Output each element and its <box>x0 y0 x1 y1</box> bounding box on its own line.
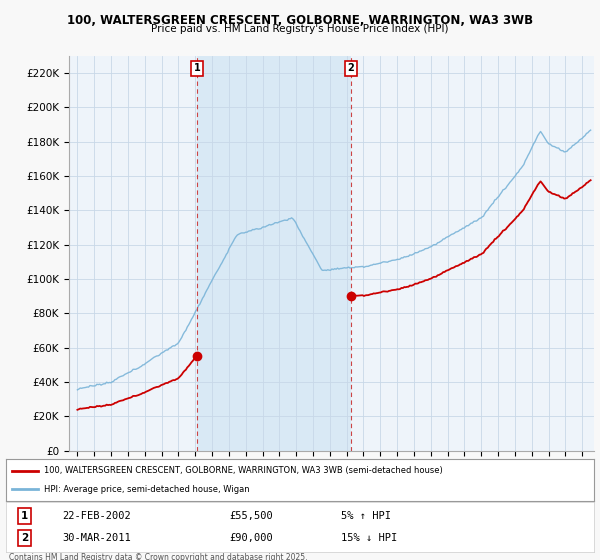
Text: 22-FEB-2002: 22-FEB-2002 <box>62 511 131 521</box>
Text: 1: 1 <box>21 511 28 521</box>
Text: 15% ↓ HPI: 15% ↓ HPI <box>341 533 397 543</box>
Text: 2: 2 <box>21 533 28 543</box>
Text: 1: 1 <box>194 63 200 73</box>
Text: 5% ↑ HPI: 5% ↑ HPI <box>341 511 391 521</box>
Text: £55,500: £55,500 <box>229 511 273 521</box>
Bar <box>197 56 351 451</box>
Text: HPI: Average price, semi-detached house, Wigan: HPI: Average price, semi-detached house,… <box>44 485 250 494</box>
Text: Price paid vs. HM Land Registry's House Price Index (HPI): Price paid vs. HM Land Registry's House … <box>151 24 449 34</box>
Text: Contains HM Land Registry data © Crown copyright and database right 2025.
This d: Contains HM Land Registry data © Crown c… <box>9 553 308 560</box>
Text: 100, WALTERSGREEN CRESCENT, GOLBORNE, WARRINGTON, WA3 3WB: 100, WALTERSGREEN CRESCENT, GOLBORNE, WA… <box>67 14 533 27</box>
Text: 30-MAR-2011: 30-MAR-2011 <box>62 533 131 543</box>
Text: 100, WALTERSGREEN CRESCENT, GOLBORNE, WARRINGTON, WA3 3WB (semi-detached house): 100, WALTERSGREEN CRESCENT, GOLBORNE, WA… <box>44 466 443 475</box>
Text: 2: 2 <box>347 63 354 73</box>
Text: £90,000: £90,000 <box>229 533 273 543</box>
